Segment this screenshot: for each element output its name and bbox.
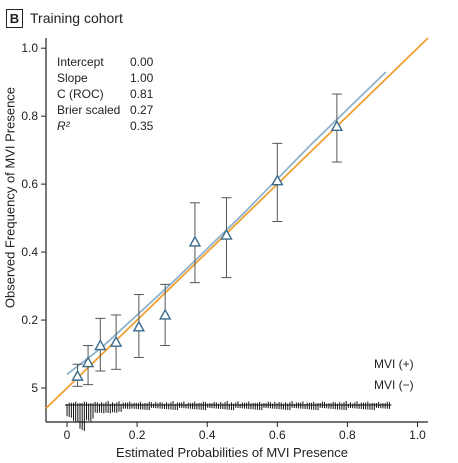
stats-row-c-roc: C (ROC) 0.81 <box>57 86 153 102</box>
stats-row-r2: R² 0.35 <box>57 118 153 134</box>
x-tick-label: 1.0 <box>409 428 426 442</box>
smoothed-calibration-curve <box>66 71 387 376</box>
data-point-triangle <box>271 174 284 186</box>
stat-value: 0.27 <box>130 103 154 117</box>
data-point-triangle <box>81 356 95 368</box>
histogram-label-negative: MVI (−) <box>374 378 414 392</box>
stat-label: R² <box>57 119 70 133</box>
stat-label: Intercept <box>57 55 104 69</box>
histogram-label-positive: MVI (+) <box>374 357 414 371</box>
x-tick-label: 0 <box>64 428 71 442</box>
x-tick-label: 0.2 <box>129 428 146 442</box>
stat-value: 0.35 <box>130 119 154 133</box>
stats-row-slope: Slope 1.00 <box>57 70 153 86</box>
ideal-calibration-line <box>45 37 429 410</box>
y-tick-label: 1.0 <box>21 41 38 55</box>
stats-row-intercept: Intercept 0.00 <box>57 54 153 70</box>
stat-label: Slope <box>57 71 88 85</box>
stat-value: 1.00 <box>130 71 154 85</box>
data-point-triangle <box>158 308 172 320</box>
stat-label: C (ROC) <box>57 87 104 101</box>
stats-table: Intercept 0.00 Slope 1.00 C (ROC) 0.81 B… <box>57 54 153 134</box>
stat-label: Brier scaled <box>57 103 121 117</box>
data-point-triangle <box>220 228 233 240</box>
stat-value: 0.00 <box>130 55 154 69</box>
data-point-triangle <box>330 119 344 132</box>
stat-value: 0.81 <box>130 87 154 101</box>
x-tick-label: 0.4 <box>199 428 216 442</box>
x-tick-label: 0.6 <box>269 428 286 442</box>
y-axis-label: Observed Frequency of MVI Presence <box>2 86 18 309</box>
y-tick-label: 0.2 <box>21 313 38 327</box>
data-point-triangle <box>132 320 146 332</box>
y-tick-label: 0.4 <box>21 245 38 259</box>
data-point-triangle <box>94 339 107 351</box>
stats-row-brier: Brier scaled 0.27 <box>57 102 153 118</box>
data-point-triangle <box>188 235 202 247</box>
y-tick-label: 0.8 <box>21 109 38 123</box>
panel-title: Training cohort <box>30 10 123 26</box>
x-tick-label: 0.8 <box>339 428 356 442</box>
data-point-triangle <box>71 369 84 381</box>
x-axis-label: Estimated Probabilities of MVI Presence <box>116 445 348 460</box>
y-tick-label: 0.6 <box>21 177 38 191</box>
y-tick-label: 5 <box>31 381 38 395</box>
panel-badge: B <box>6 9 23 28</box>
data-point-triangle <box>109 335 123 347</box>
